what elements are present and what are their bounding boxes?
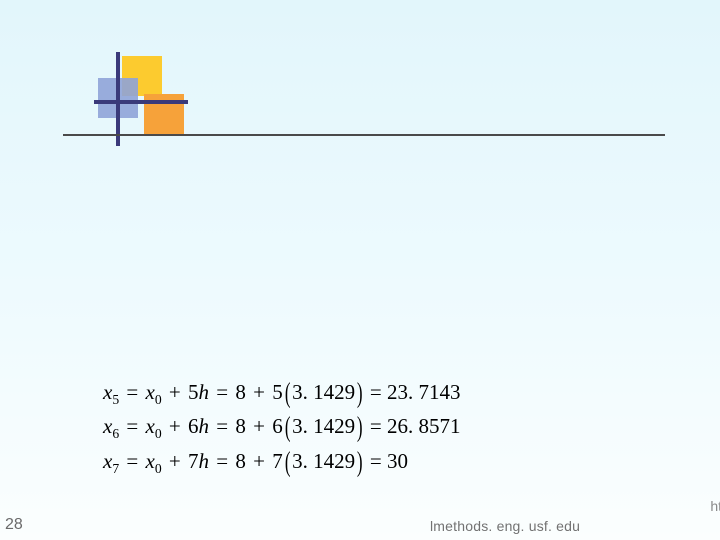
eq-numcoef: 6 [272, 414, 283, 438]
eq-base-sub: 0 [155, 461, 162, 476]
eq-base-sub: 0 [155, 427, 162, 442]
logo-cross-horizontal [94, 100, 188, 104]
eq-lhs-var: x [103, 449, 112, 473]
eq-result: 23. 7143 [387, 380, 461, 404]
equation-row: x7 = x0 + 7h = 8 + 7(3. 1429) = 30 [103, 445, 623, 479]
eq-numbase: 8 [235, 449, 246, 473]
eq-lhs-var: x [103, 380, 112, 404]
equation-row: x6 = x0 + 6h = 8 + 6(3. 1429) = 26. 8571 [103, 410, 623, 444]
eq-coef: 6 [188, 414, 199, 438]
eq-base-sub: 0 [155, 392, 162, 407]
eq-numcoef: 5 [272, 380, 283, 404]
eq-hvalue: 3. 1429 [292, 414, 355, 438]
eq-lhs-sub: 7 [112, 461, 119, 476]
equation-row: x5 = x0 + 5h = 8 + 5(3. 1429) = 23. 7143 [103, 376, 623, 410]
eq-multvar: h [199, 449, 210, 473]
eq-base-var: x [146, 414, 155, 438]
eq-lhs-var: x [103, 414, 112, 438]
slide-number: 28 [5, 516, 23, 534]
eq-lhs-sub: 5 [112, 392, 119, 407]
eq-numcoef: 7 [272, 449, 283, 473]
equation-block: x5 = x0 + 5h = 8 + 5(3. 1429) = 23. 7143… [103, 376, 623, 479]
eq-coef: 7 [188, 449, 199, 473]
eq-multvar: h [199, 380, 210, 404]
logo-cross-vertical [116, 52, 120, 146]
eq-hvalue: 3. 1429 [292, 380, 355, 404]
edge-fragment: ht [710, 498, 720, 514]
slide-logo [98, 56, 186, 144]
eq-result: 30 [387, 449, 408, 473]
eq-numbase: 8 [235, 414, 246, 438]
footer-url: lmethods. eng. usf. edu [430, 518, 580, 534]
title-divider [63, 134, 665, 136]
eq-base-var: x [146, 380, 155, 404]
eq-coef: 5 [188, 380, 199, 404]
eq-numbase: 8 [235, 380, 246, 404]
eq-result: 26. 8571 [387, 414, 461, 438]
eq-base-var: x [146, 449, 155, 473]
eq-lhs-sub: 6 [112, 427, 119, 442]
eq-multvar: h [199, 414, 210, 438]
eq-hvalue: 3. 1429 [292, 449, 355, 473]
